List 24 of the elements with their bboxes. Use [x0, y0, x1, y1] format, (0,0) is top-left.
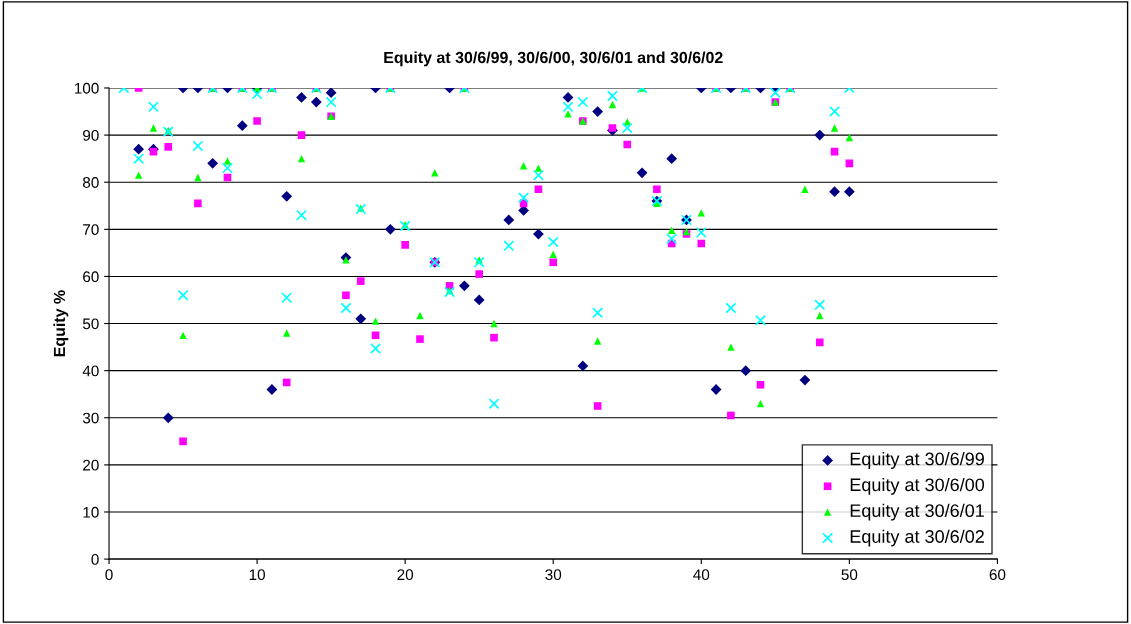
- y-tick-label: 40: [82, 365, 99, 377]
- y-tick-label: 10: [83, 506, 99, 518]
- legend-label: Equity at 30/6/01: [850, 503, 984, 521]
- legend-label: Equity at 30/6/00: [850, 477, 985, 495]
- y-tick-label: 70: [83, 224, 99, 236]
- y-tick-label: 60: [83, 271, 99, 283]
- x-tick-label: 60: [989, 569, 1006, 581]
- chart-title: Equity at 30/6/99, 30/6/00, 30/6/01 and 30/6/02: [384, 51, 723, 67]
- y-tick-label: 20: [83, 459, 99, 471]
- y-tick-label: 50: [82, 318, 99, 330]
- y-tick-label: 80: [82, 177, 99, 188]
- x-tick-label: 20: [397, 569, 414, 581]
- x-tick-label: 50: [841, 569, 858, 581]
- y-axis-title: Equity %: [53, 290, 69, 357]
- y-tick-label: 30: [82, 412, 99, 424]
- legend-label: Equity at 30/6/99: [850, 452, 984, 469]
- y-tick-label: 0: [91, 553, 99, 565]
- y-tick-label: 100: [74, 82, 99, 94]
- x-tick-label: 30: [545, 569, 562, 581]
- y-tick-label: 90: [83, 129, 99, 141]
- x-tick-label: 0: [105, 569, 113, 581]
- x-tick-label: 10: [249, 569, 265, 581]
- x-tick-label: 40: [693, 569, 710, 581]
- legend-label: Equity at 30/6/02: [850, 529, 984, 547]
